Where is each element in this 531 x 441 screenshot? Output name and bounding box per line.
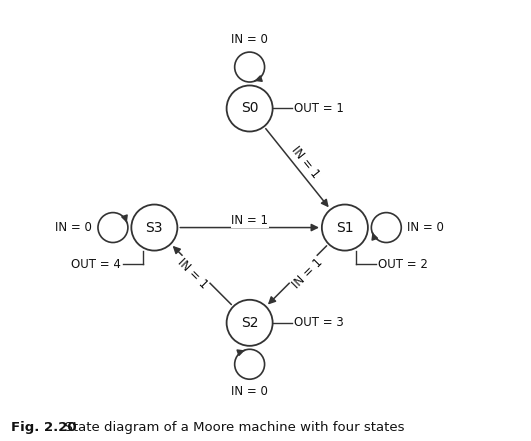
Text: OUT = 1: OUT = 1 [295, 102, 344, 115]
Text: S3: S3 [145, 220, 163, 235]
Circle shape [227, 86, 272, 131]
Text: IN = 1: IN = 1 [231, 214, 268, 227]
Circle shape [131, 205, 177, 250]
Text: S1: S1 [336, 220, 354, 235]
Text: Fig. 2.20: Fig. 2.20 [11, 422, 76, 434]
Text: IN = 1: IN = 1 [289, 255, 325, 291]
Text: S2: S2 [241, 316, 259, 330]
Text: S0: S0 [241, 101, 259, 116]
Text: OUT = 3: OUT = 3 [295, 316, 344, 329]
Text: State diagram of a Moore machine with four states: State diagram of a Moore machine with fo… [56, 422, 404, 434]
Text: IN = 0: IN = 0 [55, 221, 92, 234]
Text: IN = 0: IN = 0 [231, 385, 268, 398]
Text: IN = 0: IN = 0 [407, 221, 444, 234]
Text: OUT = 4: OUT = 4 [71, 258, 121, 271]
Circle shape [322, 205, 368, 250]
Text: IN = 0: IN = 0 [231, 33, 268, 46]
Circle shape [227, 300, 272, 346]
Text: IN = 1: IN = 1 [288, 144, 322, 180]
Text: IN = 1: IN = 1 [174, 255, 210, 291]
Text: OUT = 2: OUT = 2 [378, 258, 428, 271]
